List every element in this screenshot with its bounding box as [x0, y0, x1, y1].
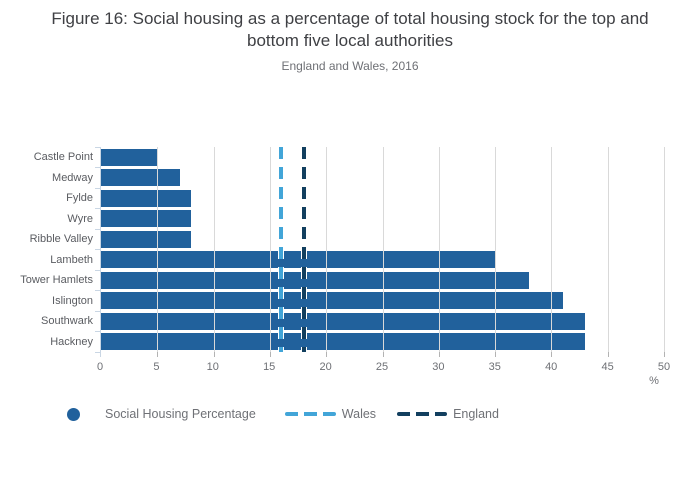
bar-ribble-valley: [101, 230, 192, 248]
y-axis-label: Hackney: [50, 335, 93, 348]
y-axis-label: Islington: [52, 294, 93, 307]
gridline: [664, 147, 665, 352]
bar-row: [101, 229, 664, 250]
chart-subtitle: England and Wales, 2016: [281, 59, 419, 73]
bar-row: [101, 209, 664, 230]
gridline: [157, 147, 159, 352]
y-axis-label: Tower Hamlets: [20, 274, 93, 287]
bar-row: [101, 291, 664, 312]
gridline: [607, 147, 609, 352]
x-axis-tick: [664, 352, 665, 357]
wales-reference-line-dashes: [279, 147, 284, 352]
x-axis-tick-label: 25: [375, 361, 389, 373]
x-axis-tick-label: 50: [657, 361, 671, 373]
wales-reference-line: [278, 147, 285, 352]
bar-row: [101, 332, 664, 353]
england-dash-icon: [397, 412, 448, 416]
y-axis-label: Southwark: [41, 315, 93, 328]
y-axis-tick: [95, 290, 101, 291]
gridline: [438, 147, 440, 352]
gridline: [382, 147, 384, 352]
series-marker-icon: [67, 407, 80, 421]
bar-castle-point: [101, 148, 158, 166]
bar-rows: [101, 147, 664, 352]
bar-tower-hamlets: [101, 271, 529, 289]
x-axis-tick: [495, 352, 497, 357]
y-axis-label: Ribble Valley: [29, 233, 93, 246]
x-axis-labels: 0 5 10 15 20 25 30 35 40 45 50: [96, 352, 670, 373]
bar-row: [101, 147, 664, 168]
legend-england-label: England: [453, 407, 499, 421]
x-axis-tick: [438, 352, 440, 357]
bar-chart: Castle Point Medway Fylde Wyre Ribble Valley…: [20, 146, 670, 387]
bar-islington: [101, 292, 563, 310]
gridline: [269, 147, 271, 352]
y-axis-label: Wyre: [67, 212, 93, 225]
bar-hackney: [101, 333, 586, 351]
gridline: [495, 147, 497, 352]
bar-row: [101, 250, 664, 271]
y-axis-tick: [95, 331, 101, 332]
bar-row: [101, 168, 664, 189]
x-axis-tick: [100, 352, 101, 357]
bar-wyre: [101, 210, 192, 228]
bar-row: [101, 270, 664, 291]
y-axis-tick: [95, 228, 101, 230]
england-reference-line-dashes: [301, 147, 306, 352]
x-axis-tick: [269, 352, 271, 357]
y-axis-label: Medway: [52, 171, 93, 184]
wales-dash-icon: [284, 412, 336, 416]
bar-medway: [101, 169, 180, 187]
y-axis-tick: [95, 351, 101, 353]
y-axis-tick: [95, 249, 101, 250]
bar-row: [101, 188, 664, 209]
bar-lambeth: [101, 251, 496, 269]
y-axis-tick: [95, 167, 101, 168]
x-axis-tick-label: 5: [153, 361, 160, 373]
y-axis-tick: [95, 208, 101, 209]
x-axis-tick: [326, 352, 328, 357]
y-axis-label: Castle Point: [33, 151, 93, 164]
y-axis-tick: [95, 269, 101, 271]
y-axis-tick: [95, 146, 101, 148]
x-axis-tick: [382, 352, 384, 357]
x-axis-tick-label: 20: [319, 361, 332, 373]
x-axis-tick-label: 30: [432, 361, 445, 373]
x-axis-tick-label: 45: [601, 361, 614, 373]
x-axis-tick: [157, 352, 159, 357]
x-axis-tick: [213, 352, 215, 357]
bar-fylde: [101, 189, 192, 207]
x-axis-tick-label: 0: [96, 361, 104, 373]
bar-row: [101, 311, 664, 332]
plot-area: [95, 146, 665, 357]
x-axis-tick: [607, 352, 609, 357]
england-reference-line: [300, 147, 307, 352]
y-axis-label: Fylde: [66, 192, 93, 205]
x-axis-tick: [551, 352, 553, 357]
y-axis-tick: [95, 310, 101, 312]
chart-title: Figure 16: Social housing as a percentag…: [50, 8, 650, 52]
x-axis-tick-label: 10: [206, 361, 219, 373]
y-axis-labels: Castle Point Medway Fylde Wyre Ribble Valley…: [0, 147, 93, 352]
legend-wales-label: Wales: [341, 407, 377, 421]
gridline: [326, 147, 328, 352]
legend-series-label: Social Housing Percentage: [105, 407, 256, 421]
y-axis-tick: [95, 187, 101, 189]
gridline: [551, 147, 553, 352]
y-axis-label: Lambeth: [50, 253, 93, 266]
x-axis-unit-label: %: [649, 375, 659, 387]
bar-southwark: [101, 312, 586, 330]
legend: Social Housing Percentage Wales England: [67, 406, 499, 422]
x-axis-tick-label: 35: [488, 361, 501, 373]
x-axis-tick-label: 15: [263, 361, 276, 373]
chart-title-text: Figure 16: Social housing as a percentag…: [51, 9, 649, 50]
gridline: [213, 147, 215, 352]
x-axis-tick-label: 40: [545, 361, 558, 373]
